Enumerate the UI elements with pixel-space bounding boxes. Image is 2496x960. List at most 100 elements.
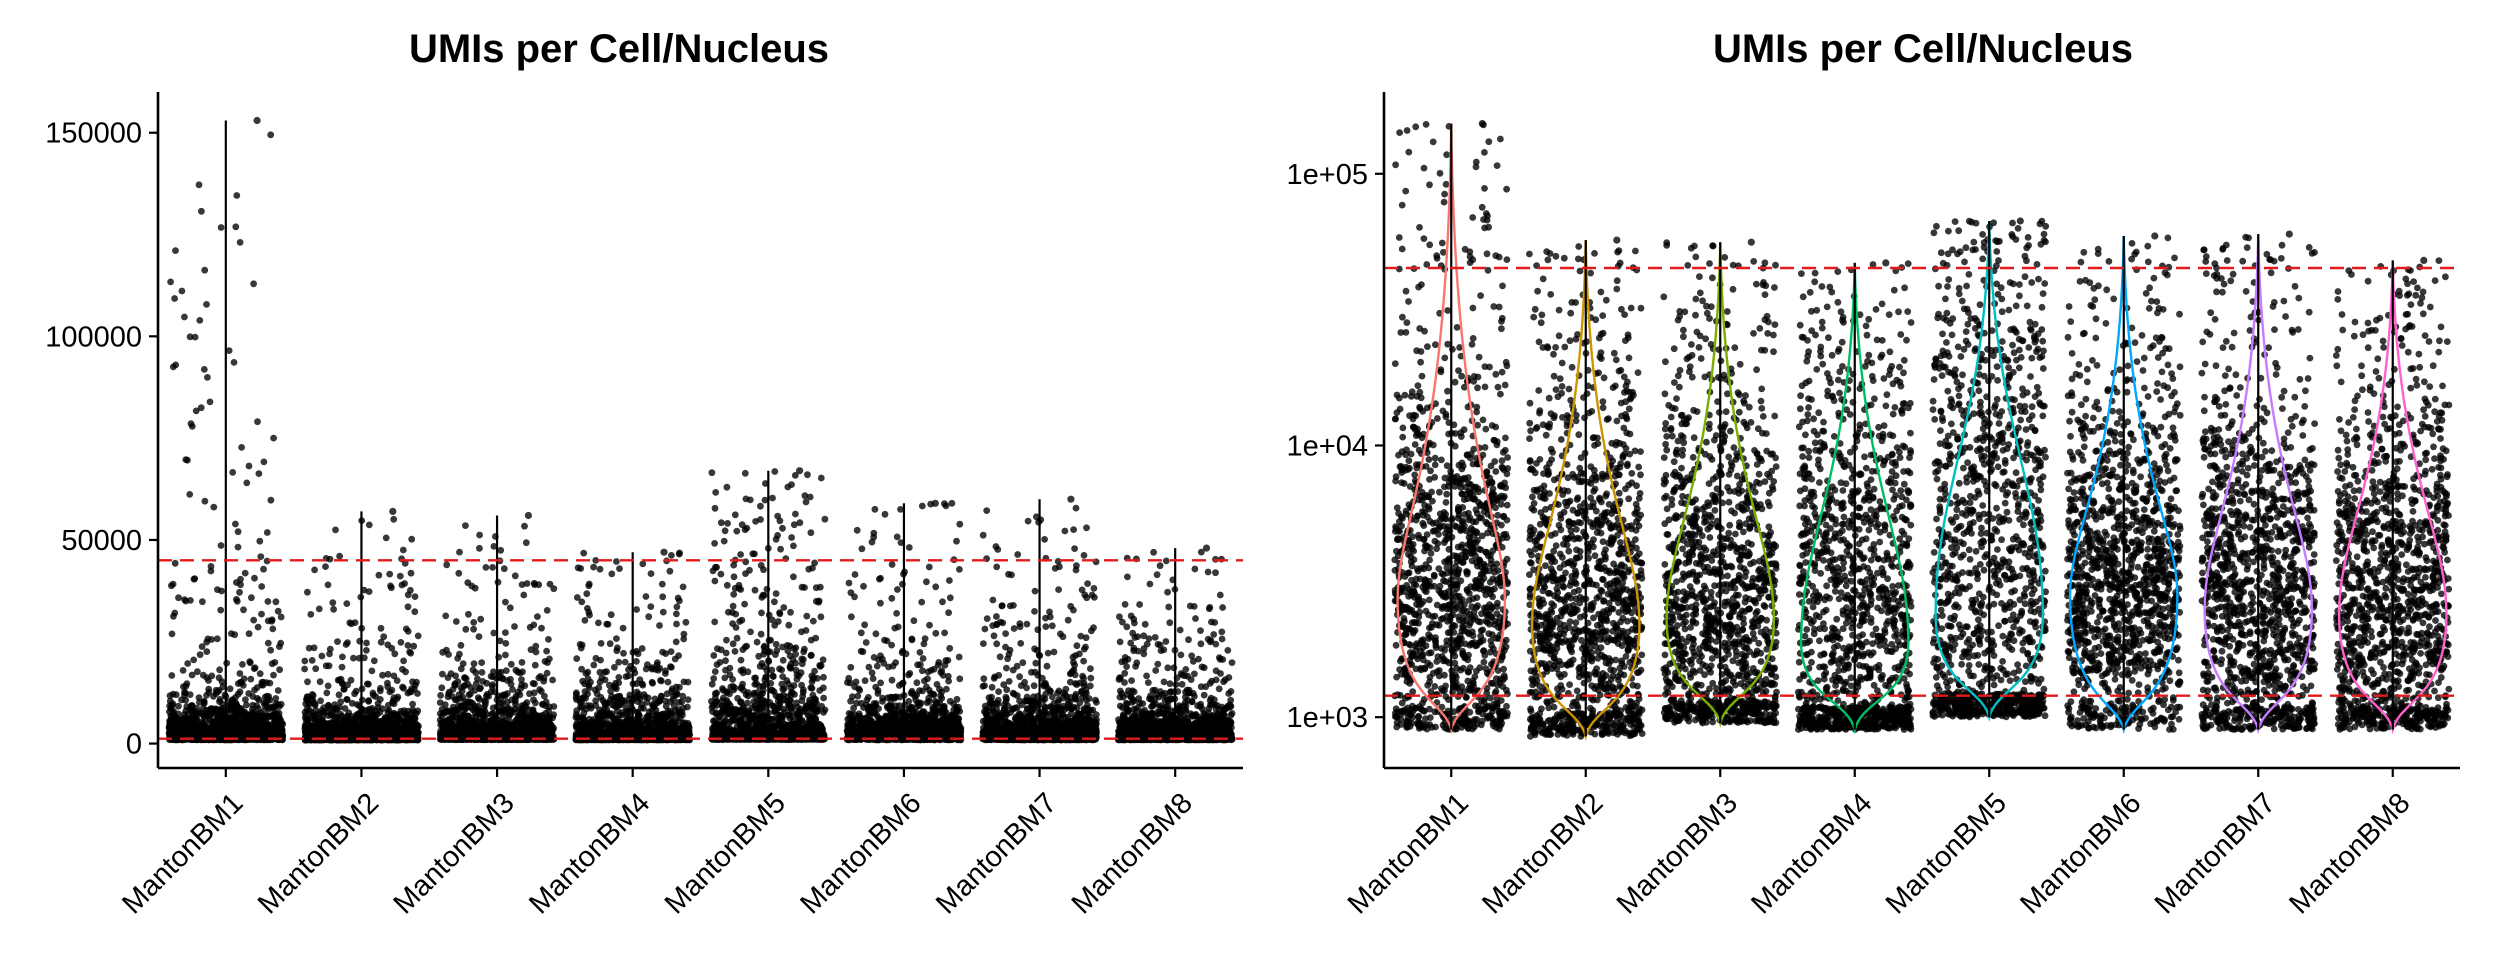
cell-point [315, 605, 323, 613]
cell-point [466, 725, 473, 732]
cell-point [175, 594, 182, 602]
cell-point [191, 333, 199, 341]
cell-point [307, 611, 315, 618]
cell-point [258, 679, 266, 686]
cell-point [232, 694, 239, 701]
cell-point [573, 691, 580, 698]
cell-point [333, 706, 341, 714]
cell-point [502, 717, 509, 725]
cell-point [512, 701, 519, 708]
cell-point [260, 458, 268, 466]
cell-point [645, 613, 653, 621]
cell-point [246, 716, 254, 724]
cell-point [398, 581, 406, 589]
cell-point [352, 714, 360, 721]
cell-point [194, 668, 201, 676]
cell-point [168, 672, 176, 679]
cell-point [182, 456, 190, 463]
cell-point [198, 643, 206, 650]
cell-point [478, 659, 486, 666]
cell-point [301, 714, 309, 722]
cell-point [391, 650, 399, 658]
cell-point [668, 552, 675, 559]
cell-point [411, 715, 419, 723]
cell-point [538, 624, 545, 632]
cell-point [657, 677, 664, 684]
cell-point [512, 695, 519, 702]
cell-point [633, 658, 640, 665]
cell-point [245, 690, 253, 697]
cell-point [580, 549, 588, 557]
cell-point [277, 639, 285, 647]
cell-point [532, 699, 539, 707]
cell-point [607, 611, 615, 619]
cell-point [448, 693, 456, 700]
cell-point [325, 701, 332, 709]
cell-point [184, 660, 192, 667]
cell-point [250, 725, 258, 733]
cell-point [672, 638, 680, 646]
cell-point [234, 543, 242, 551]
cell-point [199, 598, 206, 606]
cell-point [257, 553, 265, 560]
cell-point [460, 706, 468, 714]
cell-point [170, 612, 177, 620]
cell-point [461, 674, 469, 682]
cell-point [316, 710, 324, 717]
cell-point [478, 669, 486, 676]
cell-point [487, 719, 495, 727]
cell-point [399, 665, 406, 673]
cell-point [205, 689, 213, 696]
cell-point [254, 418, 261, 426]
cell-point [534, 613, 541, 620]
cell-point [186, 491, 194, 498]
cell-point [188, 671, 196, 679]
cell-point [351, 690, 358, 698]
cell-point [399, 546, 407, 554]
cell-point [170, 731, 178, 739]
cell-point [274, 607, 282, 615]
cell-point [267, 131, 275, 139]
cell-point [619, 624, 627, 632]
cell-point [522, 539, 530, 547]
cell-point [230, 359, 238, 366]
cell-point [546, 580, 554, 588]
cell-point [518, 676, 525, 684]
cell-point [443, 561, 451, 569]
cell-point [382, 534, 390, 542]
cell-point [301, 665, 308, 673]
cell-point [190, 575, 198, 583]
cell-point [400, 657, 407, 665]
cell-point [340, 686, 348, 693]
cell-point [644, 661, 651, 668]
cell-point [334, 638, 341, 645]
cell-point [502, 651, 509, 659]
cell-point [323, 689, 331, 697]
cell-point [376, 687, 384, 695]
cell-point [269, 625, 277, 633]
cell-point [338, 679, 346, 687]
cell-point [480, 704, 488, 711]
cell-point [616, 565, 623, 572]
cell-point [390, 672, 398, 680]
cell-point [381, 715, 389, 722]
cell-point [365, 697, 373, 704]
cell-point [243, 701, 250, 709]
cell-point [338, 663, 346, 671]
cell-point [506, 604, 514, 612]
cell-point [662, 650, 670, 657]
cell-point [606, 640, 614, 648]
cell-point [169, 580, 177, 588]
cell-point [542, 709, 550, 717]
cell-point [335, 691, 343, 699]
cell-point [499, 699, 507, 707]
cell-point [578, 641, 586, 649]
cell-point [167, 278, 175, 286]
cell-point [642, 593, 650, 600]
cell-point [452, 672, 459, 680]
cell-point [475, 633, 483, 640]
cell-point [243, 479, 251, 487]
cell-point [178, 287, 186, 295]
cell-point [411, 593, 419, 600]
cell-point [469, 666, 477, 674]
